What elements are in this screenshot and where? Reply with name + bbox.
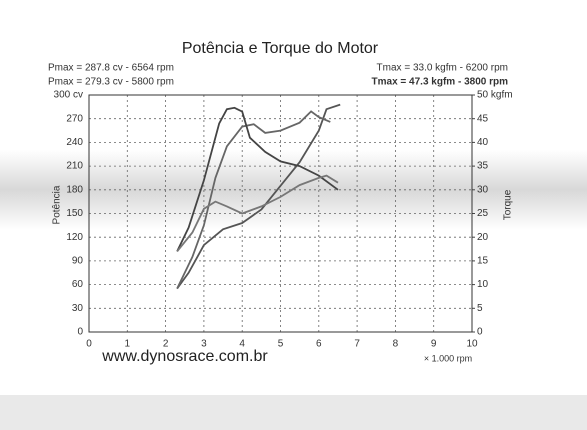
- plot-frame: [88, 94, 473, 333]
- y2-tick-label: 5: [477, 303, 483, 314]
- y-tick-label: 60: [72, 279, 84, 290]
- y-axis-label: Potência: [52, 185, 63, 224]
- x-tick-label: 5: [278, 339, 284, 350]
- x-tick-label: 3: [201, 339, 207, 350]
- y2-tick-label: 0: [477, 327, 483, 338]
- y2-tick-label: 50 kgfm: [477, 90, 513, 101]
- x-tick-label: 8: [393, 339, 399, 350]
- y-tick-label: 30: [72, 303, 84, 314]
- scan-band: [0, 150, 587, 230]
- x-tick-label: 2: [163, 339, 169, 350]
- series-line: [176, 174, 339, 252]
- annotation: Tmax = 47.3 kgfm - 3800 rpm: [372, 77, 509, 88]
- y2-tick-label: 15: [477, 256, 489, 267]
- y-tick-label: 300 cv: [54, 90, 83, 101]
- y-tick-label: 270: [66, 113, 83, 124]
- chart-title: Potência e Torque do Motor: [182, 40, 379, 57]
- x-tick-label: 7: [354, 339, 360, 350]
- y2-tick-label: 25: [477, 208, 489, 219]
- y-tick-label: 0: [77, 327, 83, 338]
- scan-edge: [0, 395, 587, 430]
- y2-tick-label: 45: [477, 113, 489, 124]
- source: www.dynosrace.com.br: [101, 348, 268, 365]
- series-line: [176, 103, 341, 290]
- x-tick-label: 4: [239, 339, 245, 350]
- x-axis-label: × 1.000 rpm: [424, 353, 472, 363]
- y2-tick-label: 10: [477, 279, 489, 290]
- x-tick-label: 10: [466, 339, 478, 350]
- y-tick-label: 120: [66, 232, 83, 243]
- y-tick-label: 180: [66, 184, 83, 195]
- annotation: Pmax = 279.3 cv - 5800 rpm: [48, 77, 174, 88]
- x-tick-label: 9: [431, 339, 437, 350]
- y-tick-label: 90: [72, 256, 84, 267]
- y2-axis-label: Torque: [503, 189, 514, 220]
- y2-tick-label: 20: [477, 232, 489, 243]
- y2-tick-label: 35: [477, 161, 489, 172]
- y2-tick-label: 30: [477, 184, 489, 195]
- x-tick-label: 0: [86, 339, 92, 350]
- y2-tick-label: 40: [477, 137, 489, 148]
- series-line: [176, 110, 331, 289]
- x-tick-label: 1: [125, 339, 131, 350]
- y-tick-label: 210: [66, 161, 83, 172]
- annotation: Pmax = 287.8 cv - 6564 rpm: [48, 63, 174, 74]
- annotation: Tmax = 33.0 kgfm - 6200 rpm: [377, 63, 508, 74]
- y-tick-label: 150: [66, 208, 83, 219]
- series-line: [176, 106, 339, 252]
- y-tick-label: 240: [66, 137, 83, 148]
- x-tick-label: 6: [316, 339, 322, 350]
